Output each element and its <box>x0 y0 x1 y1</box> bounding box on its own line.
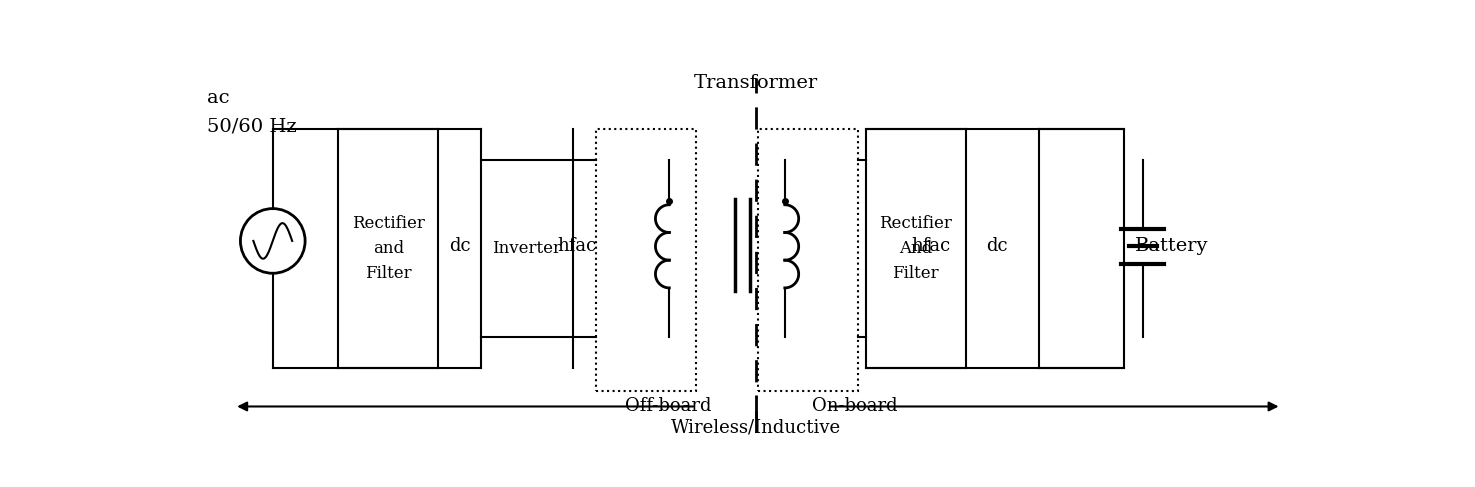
Bar <box>596 129 696 391</box>
Text: On-board: On-board <box>811 397 897 415</box>
Text: hfac: hfac <box>558 237 596 255</box>
Text: Rectifier
and
Filter: Rectifier and Filter <box>353 215 425 282</box>
Text: 50/60 Hz: 50/60 Hz <box>208 118 296 136</box>
Bar <box>1038 129 1124 368</box>
Bar <box>758 129 858 391</box>
Text: Transformer: Transformer <box>693 74 819 92</box>
Bar <box>866 129 966 368</box>
Bar <box>481 160 574 337</box>
Text: ac: ac <box>208 90 230 108</box>
Text: Off-board: Off-board <box>625 397 711 415</box>
Text: dc: dc <box>985 237 1007 255</box>
Text: hfac: hfac <box>912 237 951 255</box>
Bar <box>338 129 438 368</box>
Text: dc: dc <box>448 237 471 255</box>
Text: Rectifier
And
Filter: Rectifier And Filter <box>879 215 953 282</box>
Text: Battery: Battery <box>1136 237 1208 255</box>
Text: Inverter: Inverter <box>493 240 562 257</box>
Text: Wireless/Inductive: Wireless/Inductive <box>671 418 841 436</box>
